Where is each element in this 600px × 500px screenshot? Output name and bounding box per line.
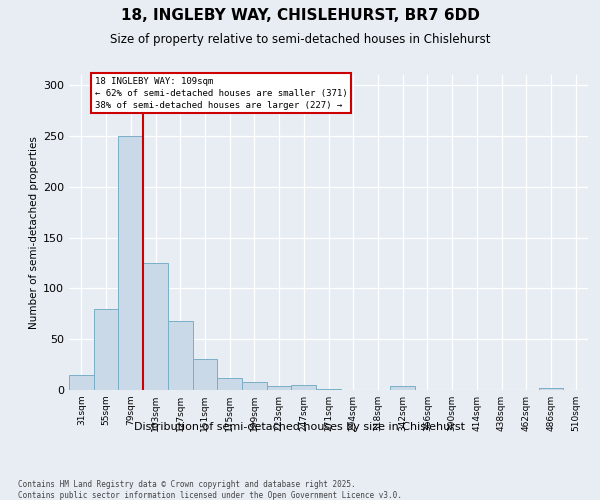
Bar <box>143 263 168 390</box>
Bar <box>539 388 563 390</box>
Text: Contains HM Land Registry data © Crown copyright and database right 2025.
Contai: Contains HM Land Registry data © Crown c… <box>18 480 402 500</box>
Text: 18, INGLEBY WAY, CHISLEHURST, BR7 6DD: 18, INGLEBY WAY, CHISLEHURST, BR7 6DD <box>121 8 479 22</box>
Bar <box>168 321 193 390</box>
Bar <box>242 382 267 390</box>
Bar <box>390 386 415 390</box>
Bar <box>267 386 292 390</box>
Bar <box>94 308 118 390</box>
Text: 18 INGLEBY WAY: 109sqm
← 62% of semi-detached houses are smaller (371)
38% of se: 18 INGLEBY WAY: 109sqm ← 62% of semi-det… <box>95 77 347 110</box>
Bar <box>69 375 94 390</box>
Bar <box>217 378 242 390</box>
Y-axis label: Number of semi-detached properties: Number of semi-detached properties <box>29 136 39 329</box>
Text: Distribution of semi-detached houses by size in Chislehurst: Distribution of semi-detached houses by … <box>134 422 466 432</box>
Bar <box>118 136 143 390</box>
Text: Size of property relative to semi-detached houses in Chislehurst: Size of property relative to semi-detach… <box>110 32 490 46</box>
Bar <box>316 389 341 390</box>
Bar <box>193 358 217 390</box>
Bar <box>292 385 316 390</box>
